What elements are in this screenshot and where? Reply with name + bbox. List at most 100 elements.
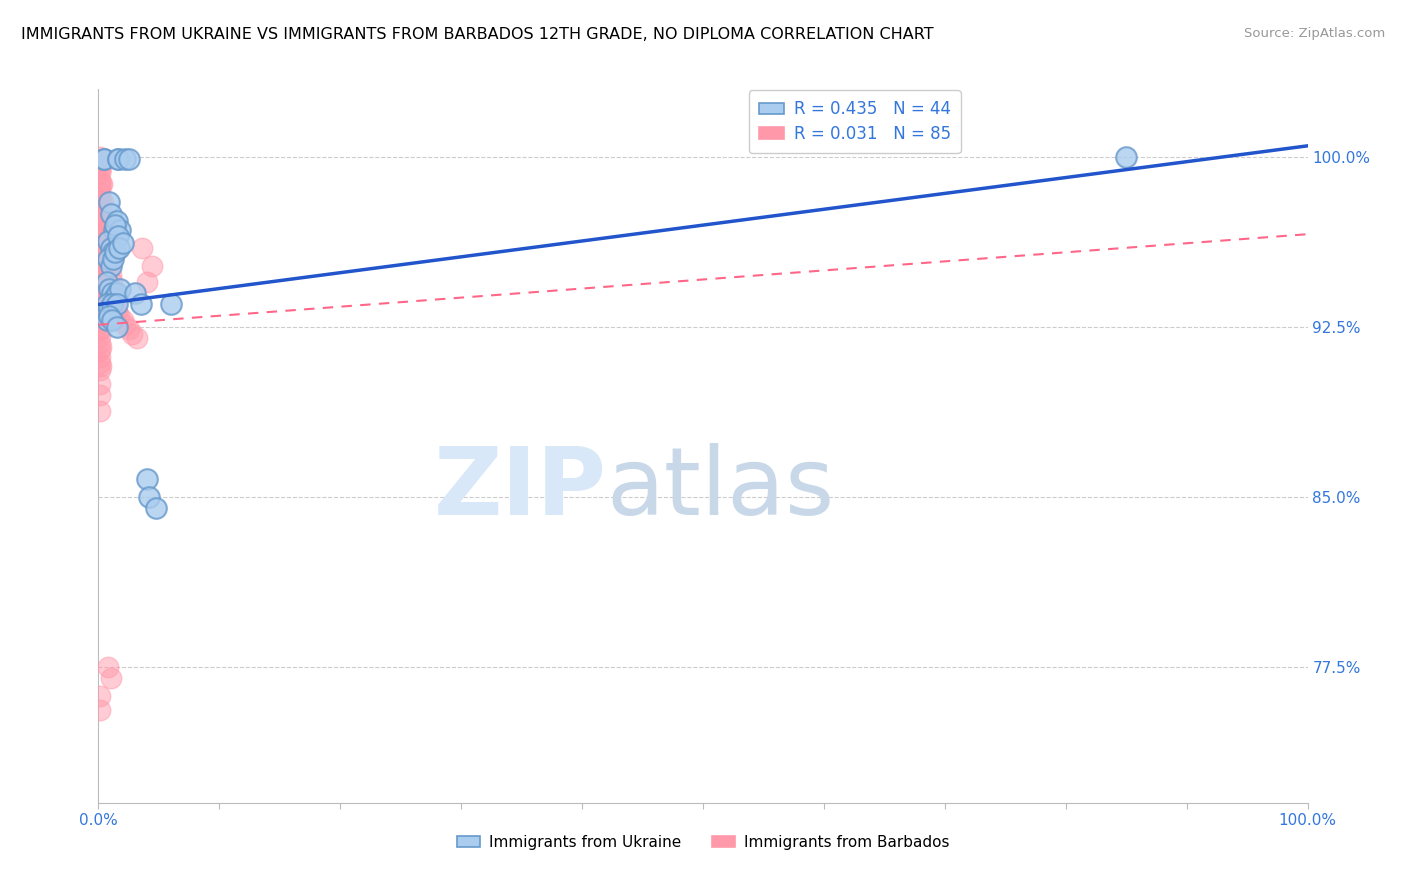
Point (98, 309, 121, 323)
Point (131, 241, 153, 255)
Point (90, 322, 112, 336)
Point (114, 318, 136, 332)
Point (101, 281, 124, 295)
Point (89, 275, 111, 289)
Point (91, 229, 114, 244)
Point (135, 275, 157, 289)
Point (100, 297, 122, 311)
Point (90, 341, 112, 355)
Point (90, 232, 112, 246)
Point (93, 153, 115, 167)
Point (107, 153, 129, 167)
Point (160, 297, 183, 311)
Point (89, 376, 111, 391)
Text: ZIP: ZIP (433, 442, 606, 535)
Point (89, 281, 111, 295)
Point (100, 275, 122, 289)
Point (91, 178, 114, 192)
Point (89, 388, 111, 402)
Point (121, 326, 143, 341)
Point (100, 313, 122, 327)
Text: atlas: atlas (606, 442, 835, 535)
Point (100, 671, 122, 685)
Point (91, 268, 114, 282)
Point (100, 207, 122, 221)
Point (89, 234, 111, 248)
Point (101, 252, 124, 266)
Point (89, 227, 111, 242)
Point (91, 291, 114, 305)
Point (97, 660, 120, 674)
Point (145, 501, 167, 516)
Point (89, 159, 111, 173)
Point (118, 153, 141, 167)
Point (108, 241, 131, 255)
Point (98, 301, 121, 316)
Point (105, 297, 128, 311)
Point (101, 245, 124, 260)
Point (98, 195, 121, 210)
Point (104, 245, 127, 260)
Point (98, 259, 121, 273)
Point (104, 218, 127, 232)
Point (108, 222, 131, 236)
Point (103, 222, 125, 236)
Point (89, 247, 111, 261)
Point (91, 232, 114, 246)
Point (97, 234, 120, 248)
Point (96, 229, 118, 244)
Point (111, 236, 134, 251)
Point (91, 195, 114, 210)
Point (94, 275, 117, 289)
Point (89, 241, 111, 255)
Point (89, 316, 111, 330)
Point (89, 322, 111, 336)
Point (96, 263, 118, 277)
Point (97, 245, 120, 260)
Legend: Immigrants from Ukraine, Immigrants from Barbados: Immigrants from Ukraine, Immigrants from… (451, 829, 955, 855)
Point (93, 153, 115, 167)
Point (105, 213, 128, 227)
Point (100, 259, 122, 273)
Point (90, 195, 112, 210)
Point (100, 241, 122, 255)
Point (89, 295, 111, 310)
Point (108, 309, 131, 323)
Point (129, 297, 152, 311)
Point (127, 331, 149, 345)
Point (89, 166, 111, 180)
Point (96, 297, 118, 311)
Point (89, 350, 111, 364)
Text: Source: ZipAtlas.com: Source: ZipAtlas.com (1244, 27, 1385, 40)
Point (98, 281, 121, 295)
Point (90, 286, 112, 301)
Point (108, 281, 131, 295)
Point (89, 404, 111, 418)
Point (103, 291, 125, 305)
Point (89, 213, 111, 227)
Point (89, 179, 111, 194)
Point (89, 193, 111, 207)
Point (90, 359, 112, 373)
Point (104, 297, 127, 311)
Point (93, 222, 115, 236)
Point (138, 490, 160, 504)
Point (100, 286, 122, 301)
Point (93, 259, 115, 273)
Text: IMMIGRANTS FROM UKRAINE VS IMMIGRANTS FROM BARBADOS 12TH GRADE, NO DIPLOMA CORRE: IMMIGRANTS FROM UKRAINE VS IMMIGRANTS FR… (21, 27, 934, 42)
Point (89, 173, 111, 187)
Point (141, 259, 163, 273)
Point (89, 207, 111, 221)
Point (89, 200, 111, 214)
Point (90, 161, 112, 176)
Point (105, 286, 128, 301)
Point (118, 322, 141, 336)
Point (90, 268, 112, 282)
Point (96, 313, 118, 327)
Point (1115, 150, 1137, 164)
Point (89, 363, 111, 377)
Point (91, 204, 114, 219)
Point (90, 178, 112, 192)
Point (89, 356, 111, 370)
Point (89, 220, 111, 235)
